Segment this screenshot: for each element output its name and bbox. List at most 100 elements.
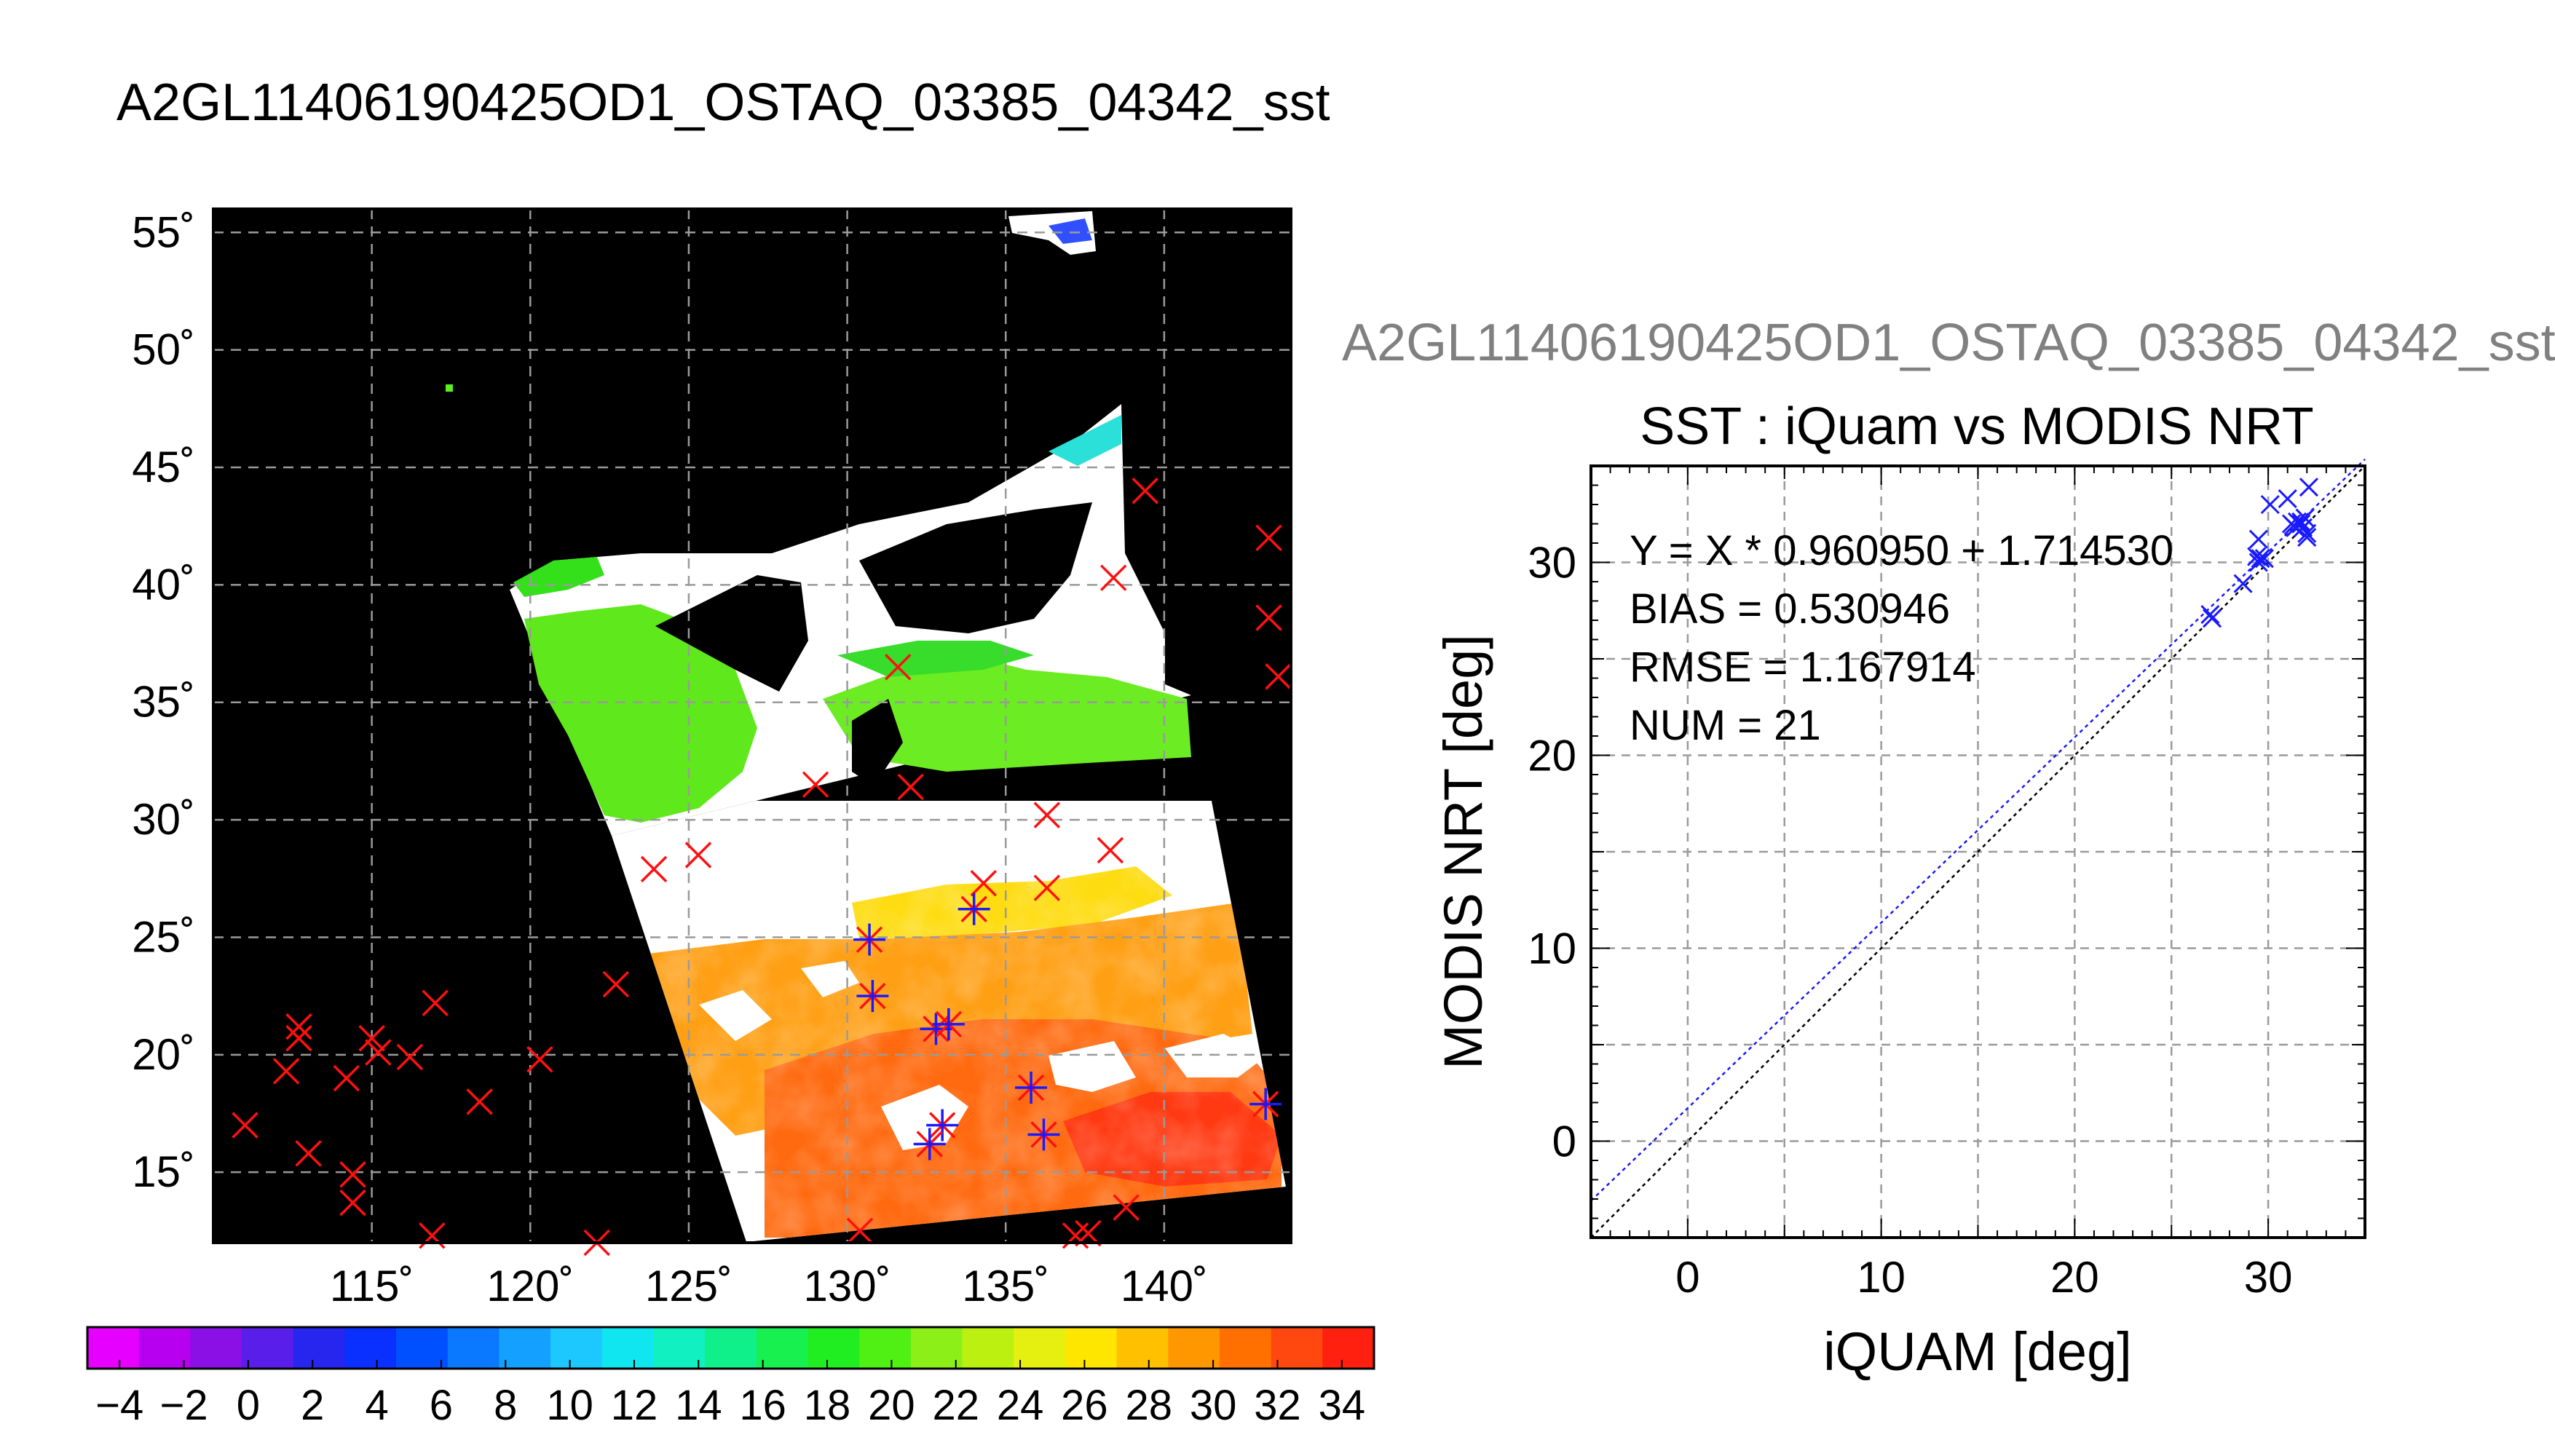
map-lat-tick-label: 30˚ — [132, 795, 195, 844]
map-marker-plus — [853, 923, 886, 956]
colorbar-swatch — [859, 1327, 912, 1369]
map-title: A2GL11406190425OD1_OSTAQ_03385_04342_sst — [117, 74, 1330, 132]
scatter-stat-line: NUM = 21 — [1630, 702, 1821, 749]
colorbar-tick-label: 12 — [611, 1382, 658, 1429]
map-frame — [212, 207, 1292, 1244]
colorbar-swatch — [499, 1327, 551, 1369]
map-marker-x — [684, 842, 712, 869]
scatter-x-tick-label: 30 — [2244, 1253, 2293, 1302]
map-marker-x — [846, 1217, 874, 1245]
colorbar-swatch — [1065, 1327, 1118, 1369]
map-lon-tick-label: 130˚ — [804, 1262, 891, 1310]
map-marker-x — [396, 1043, 424, 1071]
colorbar-swatch — [807, 1327, 860, 1369]
colorbar-swatch — [1322, 1327, 1375, 1369]
scatter-point — [2251, 549, 2270, 569]
map-marker-x — [466, 1088, 493, 1115]
map-marker-x — [333, 1064, 360, 1092]
swath-green-west — [524, 604, 757, 823]
scatter-point — [2299, 478, 2318, 497]
map-marker-x — [1033, 874, 1061, 901]
colorbar-swatch — [293, 1327, 345, 1369]
colorbar-tick-label: 0 — [237, 1382, 260, 1429]
colorbar-tick-label: 4 — [365, 1382, 388, 1429]
colorbar-swatch — [1271, 1327, 1323, 1369]
map-marker-x — [365, 1039, 392, 1066]
map-marker-x — [339, 1161, 366, 1188]
map-marker-plus — [856, 980, 889, 1013]
map-marker-x — [970, 869, 997, 897]
scatter-points — [2200, 478, 2318, 628]
colorbar: −4 −2 0 2 4 6 8 10 12 14 16 18 20 22 24 26 28 30 32 34 — [86, 1326, 1375, 1429]
scatter-point — [2260, 494, 2280, 515]
map-markers — [232, 478, 1292, 1257]
scatter-y-tick-label: 20 — [1528, 732, 1576, 780]
colorbar-tick-label: −2 — [159, 1382, 208, 1429]
map-lat-tick-label: 45˚ — [132, 443, 195, 491]
colorbar-tick-label: 14 — [675, 1382, 722, 1429]
map-marker-plus — [913, 1128, 946, 1160]
map-lat-tick-label: 50˚ — [132, 325, 195, 374]
colorbar-swatch — [1014, 1327, 1066, 1369]
scatter-x-tick-label: 10 — [1857, 1253, 1906, 1302]
scatter-point — [2278, 488, 2297, 509]
colorbar-tick-label: 30 — [1190, 1382, 1237, 1429]
map-marker-x — [422, 989, 449, 1017]
scatter-supertitle: A2GL11406190425OD1_OSTAQ_03385_04342_sst — [1342, 314, 2555, 372]
colorbar-tick-label: 32 — [1254, 1382, 1301, 1429]
map-marker-x — [1033, 802, 1061, 828]
colorbar-swatch — [653, 1327, 706, 1369]
map-marker-plus — [1015, 1072, 1048, 1104]
scatter-y-tick-label: 10 — [1528, 925, 1576, 973]
colorbar-tick-label: 2 — [301, 1382, 324, 1429]
map-marker-x — [602, 970, 630, 998]
scatter-point — [2291, 514, 2311, 534]
map-lon-tick-label: 120˚ — [486, 1262, 574, 1310]
swath-green-northwest — [513, 557, 604, 597]
map-lat-tick-label: 20˚ — [132, 1030, 195, 1079]
map-lat-tick-label: 55˚ — [132, 207, 195, 256]
swath-cyan-north — [1049, 415, 1121, 466]
colorbar-swatch — [396, 1327, 449, 1369]
scatter-stat-line: BIAS = 0.530946 — [1630, 585, 1950, 633]
colorbar-tick-label: 10 — [546, 1382, 593, 1429]
map-lon-tick-label: 135˚ — [962, 1262, 1049, 1310]
colorbar-tick-label: 6 — [430, 1382, 453, 1429]
colorbar-tick-label: −4 — [95, 1382, 143, 1429]
scatter-ticks: 0 0 10 10 20 20 30 30 — [1528, 465, 2366, 1302]
scatter-identity-line — [1590, 465, 2366, 1238]
scatter-y-axis-label: MODIS NRT [deg] — [1433, 634, 1493, 1069]
scatter-x-tick-label: 0 — [1675, 1253, 1699, 1302]
swath-north-patch-blue — [1049, 218, 1092, 244]
colorbar-tick-label: 20 — [868, 1382, 915, 1429]
scatter-point — [2297, 523, 2317, 543]
map-marker-x — [1255, 524, 1282, 552]
scatter-y-tick-label: 30 — [1528, 539, 1576, 587]
scatter-point — [2297, 527, 2317, 547]
colorbar-swatch — [242, 1327, 294, 1369]
map-marker-x — [285, 1024, 312, 1052]
swath-dark-sea-2 — [859, 502, 1092, 633]
map-marker-x — [272, 1058, 300, 1085]
map-lon-tick-label: 115˚ — [330, 1262, 414, 1310]
colorbar-tick-label: 16 — [739, 1382, 786, 1429]
map-marker-x — [1113, 1194, 1140, 1221]
map-marker-x — [1097, 836, 1124, 864]
scatter-point — [2247, 547, 2267, 566]
colorbar-swatch — [910, 1327, 963, 1369]
scatter-stat-line: RMSE = 1.167914 — [1630, 644, 1976, 691]
scatter-lines — [1590, 458, 2366, 1238]
colorbar-tick-label: 34 — [1319, 1382, 1366, 1429]
scatter-point — [2248, 553, 2268, 572]
map-marker-x — [358, 1024, 385, 1052]
colorbar-swatch — [601, 1327, 654, 1369]
scatter-y-tick-label: 0 — [1552, 1117, 1576, 1166]
colorbar-swatch — [962, 1327, 1014, 1369]
colorbar-tick-label: 18 — [804, 1382, 851, 1429]
swath-dark-sea-3 — [852, 699, 903, 786]
colorbar-tick-label: 8 — [494, 1382, 517, 1429]
map-marker-x — [339, 1189, 366, 1216]
swath-green-sea — [837, 641, 1034, 677]
scatter-point — [2281, 514, 2302, 534]
swath-dark-sea-1 — [655, 575, 808, 692]
